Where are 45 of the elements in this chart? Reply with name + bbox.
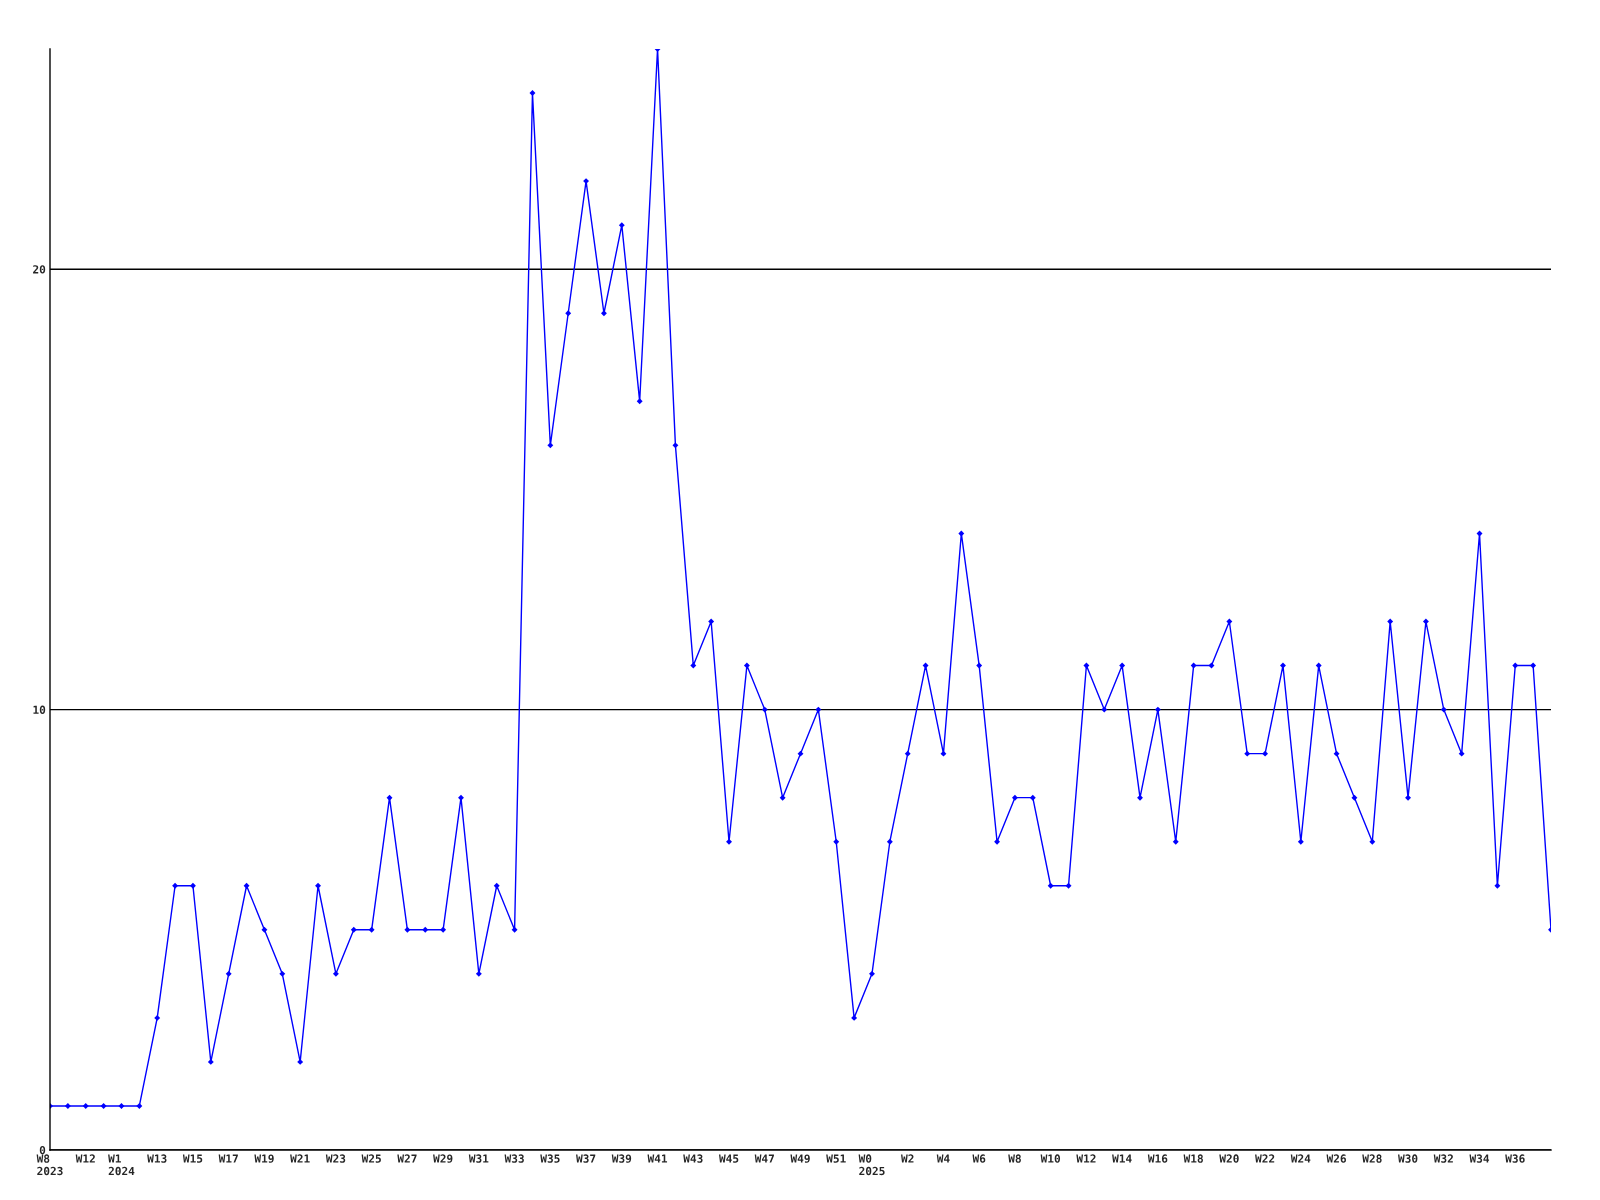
x-tick-label: W41	[647, 1154, 668, 1163]
x-tick-label: W10	[1040, 1154, 1061, 1163]
x-tick-label: W4	[936, 1154, 950, 1163]
x-tick-label: W23	[325, 1154, 346, 1163]
x-tick-label: W25	[361, 1154, 381, 1163]
x-tick-label: W26	[1326, 1154, 1346, 1163]
x-tick-label: W19	[254, 1154, 274, 1163]
x-tick-label: W28	[1362, 1154, 1382, 1163]
x-tick-label: W47	[754, 1154, 774, 1163]
x-tick-label: W43	[683, 1154, 703, 1163]
x-tick-label: W39	[611, 1154, 632, 1163]
x-tick-label: W45	[718, 1154, 739, 1163]
x-tick-label: W30	[1398, 1154, 1418, 1163]
x-tick-label: W20	[1219, 1154, 1239, 1163]
x-tick-label: W29	[433, 1154, 453, 1163]
x-tick-label: W24	[1290, 1154, 1311, 1163]
x-tick-label: W35	[540, 1154, 560, 1163]
x-tick-label: W34	[1469, 1154, 1490, 1163]
y-tick-label: 20	[33, 265, 46, 274]
x-tick-label: W21	[290, 1154, 310, 1163]
x-tick-label: W0 2025	[858, 1154, 885, 1176]
y-tick-label: 0	[39, 1145, 46, 1155]
x-tick-label: W8 2023	[36, 1154, 63, 1176]
x-tick-label: W32	[1433, 1154, 1453, 1163]
x-tick-label: W2	[901, 1154, 914, 1163]
x-tick-label: W13	[147, 1154, 167, 1163]
x-tick-label: W8	[1008, 1154, 1021, 1163]
x-tick-label: W1 2024	[108, 1154, 135, 1176]
x-tick-label: W51	[826, 1154, 846, 1163]
x-tick-label: W37	[576, 1154, 596, 1163]
x-tick-label: W16	[1147, 1154, 1168, 1163]
x-tick-label: W27	[397, 1154, 417, 1163]
x-tick-label: W33	[504, 1154, 524, 1163]
x-tick-label: W12	[1076, 1154, 1096, 1163]
x-tick-label: W14	[1112, 1154, 1132, 1163]
x-tick-label: W15	[182, 1154, 203, 1163]
x-tick-label: W17	[218, 1154, 238, 1163]
x-tick-label: W31	[468, 1154, 489, 1163]
y-tick-label: 10	[33, 705, 46, 714]
x-tick-label: W49	[790, 1154, 810, 1163]
x-tick-label: W12	[75, 1154, 95, 1163]
x-tick-label: W36	[1505, 1154, 1525, 1163]
x-tick-label: W6	[972, 1154, 986, 1163]
x-tick-label: W18	[1183, 1154, 1203, 1163]
x-tick-label: W22	[1255, 1154, 1275, 1163]
